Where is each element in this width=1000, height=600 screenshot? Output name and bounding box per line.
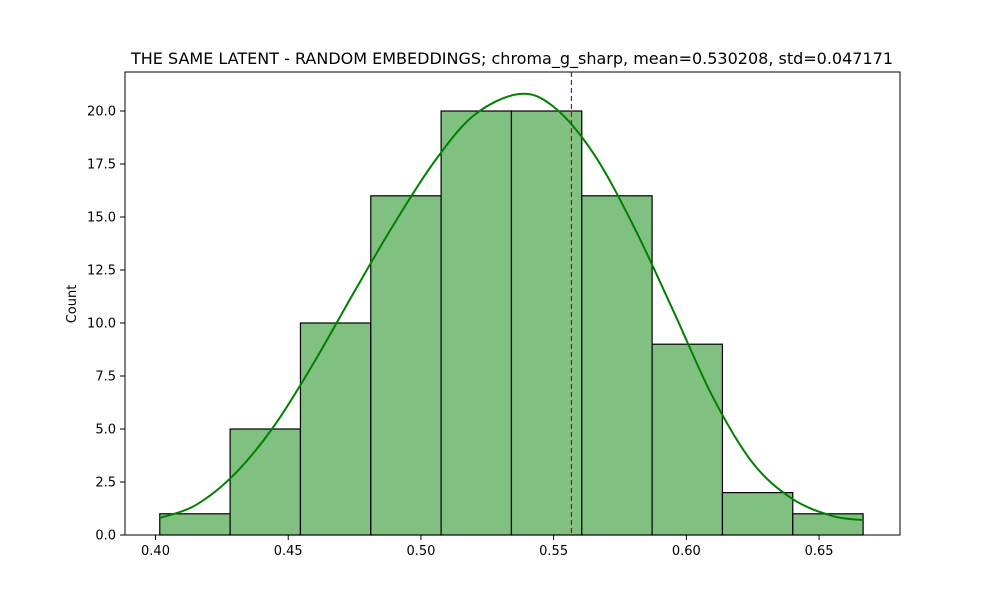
x-tick-label: 0.55 [539, 544, 568, 559]
y-tick-label: 2.5 [95, 476, 116, 491]
histogram-bar [229, 428, 302, 536]
y-tick-label: 15.0 [87, 211, 116, 226]
x-tick-label: 0.50 [406, 544, 435, 559]
y-tick-label: 20.0 [87, 105, 116, 120]
y-axis: 0.0 2.5 5.0 7.5 10.0 12.5 15.0 17.5 20.0 [87, 105, 125, 544]
bars-group [159, 110, 864, 536]
x-tick-label: 0.45 [274, 544, 303, 559]
chart-title: THE SAME LATENT - RANDOM EMBEDDINGS; chr… [130, 49, 893, 69]
histogram-bar [159, 513, 231, 536]
histogram-bar [440, 110, 513, 536]
y-tick-label: 12.5 [87, 264, 116, 279]
histogram-bar [510, 110, 583, 536]
x-tick-label: 0.60 [672, 544, 701, 559]
histogram-bar [581, 195, 653, 536]
histogram-bar [370, 195, 442, 536]
x-axis: 0.40 0.45 0.50 0.55 0.60 0.65 [141, 535, 834, 559]
histogram-bar [299, 322, 372, 536]
y-tick-label: 17.5 [87, 158, 116, 173]
histogram-bar [792, 513, 864, 536]
y-tick-label: 5.0 [95, 423, 116, 438]
x-tick-label: 0.65 [805, 544, 834, 559]
y-axis-label: Count [65, 285, 80, 324]
y-tick-label: 0.0 [95, 529, 116, 544]
kde-curve [159, 92, 864, 522]
histogram-bar [651, 343, 724, 536]
histogram-bar [721, 492, 794, 536]
y-tick-label: 7.5 [95, 370, 116, 385]
x-tick-label: 0.40 [141, 544, 170, 559]
y-tick-label: 10.0 [87, 317, 116, 332]
plot-frame [124, 71, 901, 536]
